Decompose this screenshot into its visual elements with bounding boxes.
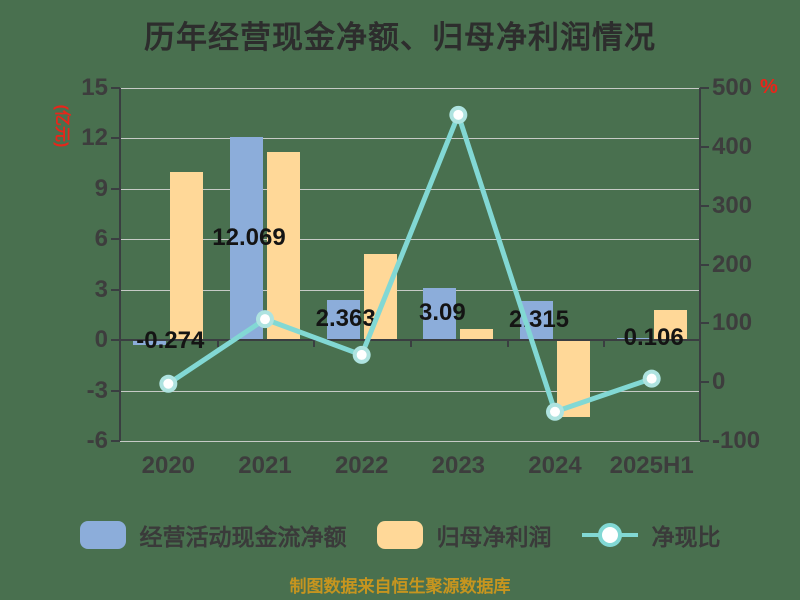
- bar-net_profit-2020: [170, 172, 204, 341]
- legend-label-ratio: 净现比: [651, 524, 721, 550]
- left-axis-tick-label: 3: [94, 275, 108, 303]
- right-axis-tick-label: 100: [712, 309, 753, 337]
- left-axis-tick: [111, 238, 120, 241]
- left-axis-tick: [111, 137, 120, 140]
- gridline: [120, 138, 700, 140]
- data-label-cash-flow-2020: -0.274: [136, 327, 205, 355]
- right-axis-tick-label: 0: [712, 368, 726, 396]
- left-axis-tick-label: 6: [94, 225, 108, 253]
- legend-item-cash-flow[interactable]: 经营活动现金流净额: [79, 518, 347, 552]
- left-axis-tick: [111, 389, 120, 392]
- left-axis-tick-label: -3: [86, 376, 108, 404]
- x-axis-label-2025H1: 2025H1: [609, 452, 694, 479]
- x-axis-label-2024: 2024: [528, 452, 582, 479]
- left-axis-tick: [111, 187, 120, 190]
- right-axis-tick: [700, 440, 709, 442]
- left-axis-tick-label: 0: [94, 326, 108, 354]
- ratio-marker-2022: [356, 349, 367, 360]
- legend-swatch-cash-flow: [79, 521, 126, 549]
- left-axis-tick: [111, 339, 120, 342]
- legend-ratio-dot-icon: [597, 523, 622, 547]
- right-axis-tick: [700, 145, 709, 148]
- ratio-marker-2025H1: [646, 373, 657, 384]
- legend-swatch-net-profit: [376, 521, 423, 549]
- right-axis-tick-label: 500: [712, 74, 753, 101]
- data-label-cash-flow-2025H1: 0.106: [623, 324, 684, 352]
- left-axis-tick-label: 9: [94, 174, 108, 202]
- right-axis-tick-label: 300: [712, 191, 753, 219]
- ratio-marker-halo-2025H1: [642, 369, 661, 388]
- left-axis-line: [119, 88, 121, 441]
- x-axis-tick: [313, 340, 316, 348]
- gridline: [120, 289, 700, 291]
- left-axis-tick: [111, 440, 120, 442]
- gridline: [120, 188, 700, 190]
- legend-item-net-profit[interactable]: 归母净利润: [376, 518, 552, 552]
- left-axis-tick-label: -6: [86, 427, 108, 454]
- x-axis-label-2023: 2023: [431, 452, 486, 479]
- chart-title: 历年经营现金净额、归母净利润情况: [144, 20, 656, 55]
- right-axis-tick-label: -100: [712, 427, 761, 454]
- ratio-marker-halo-2022: [352, 345, 371, 364]
- bar-cash_flow-2020: [133, 340, 167, 345]
- gridline: [120, 441, 700, 442]
- right-axis-tick: [700, 322, 709, 325]
- x-axis-label-2022: 2022: [334, 452, 389, 479]
- right-axis-tick-label: 400: [712, 132, 753, 160]
- left-axis-tick: [111, 288, 120, 291]
- ratio-marker-2020: [163, 378, 174, 389]
- legend-item-ratio[interactable]: 净现比: [581, 518, 721, 552]
- ratio-marker-halo-2023: [449, 105, 468, 124]
- left-axis-tick: [111, 87, 120, 89]
- right-axis-unit-label: %: [760, 76, 778, 98]
- x-axis-tick: [410, 340, 412, 348]
- data-label-cash-flow-2021: 12.069: [212, 223, 286, 251]
- ratio-marker-2023: [453, 109, 464, 120]
- x-axis-label-2020: 2020: [141, 452, 196, 479]
- left-axis-tick-label: 15: [81, 74, 108, 101]
- gridline: [120, 88, 700, 89]
- gridline: [120, 390, 700, 392]
- right-axis-tick: [700, 381, 709, 384]
- right-axis-tick: [700, 263, 709, 266]
- right-axis-tick-label: 200: [712, 250, 753, 278]
- right-axis-tick: [700, 204, 709, 207]
- x-axis-label-2021: 2021: [238, 452, 292, 479]
- data-source-note: 制图数据来自恒生聚源数据库: [289, 577, 511, 596]
- legend-label-net-profit: 归母净利润: [436, 524, 552, 550]
- legend-label-cash-flow: 经营活动现金流净额: [139, 524, 347, 550]
- left-axis-tick-label: 12: [81, 124, 108, 152]
- right-axis-tick: [700, 87, 709, 89]
- legend-marker-ratio-line: [581, 521, 638, 549]
- legend: 经营活动现金流净额 归母净利润 净现比: [0, 518, 800, 552]
- bar-net_profit-2025H1: [653, 310, 687, 341]
- x-axis-tick: [506, 340, 509, 348]
